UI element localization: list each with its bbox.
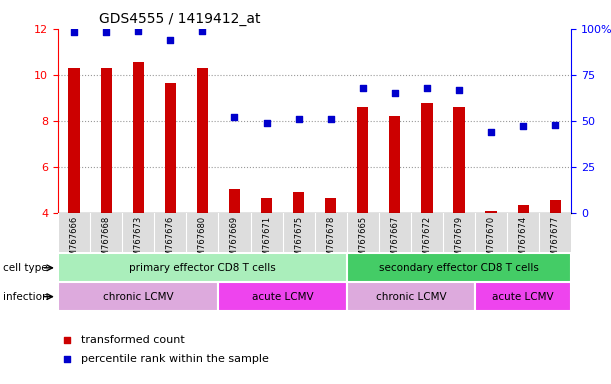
FancyBboxPatch shape <box>58 282 219 311</box>
FancyBboxPatch shape <box>58 253 347 282</box>
Bar <box>357 107 368 213</box>
Text: chronic LCMV: chronic LCMV <box>103 291 174 302</box>
Bar <box>293 192 304 213</box>
Text: cell type: cell type <box>3 263 48 273</box>
Text: acute LCMV: acute LCMV <box>492 291 554 302</box>
Bar <box>261 198 272 213</box>
Bar <box>133 62 144 213</box>
Point <box>518 123 528 129</box>
Point <box>326 116 335 122</box>
Bar <box>486 211 497 213</box>
Text: acute LCMV: acute LCMV <box>252 291 313 302</box>
FancyBboxPatch shape <box>219 282 347 311</box>
Bar <box>197 68 208 213</box>
Text: GSM767680: GSM767680 <box>198 216 207 267</box>
Bar <box>101 68 112 213</box>
Text: percentile rank within the sample: percentile rank within the sample <box>81 354 269 364</box>
Text: GSM767666: GSM767666 <box>70 216 79 267</box>
Text: GSM767675: GSM767675 <box>294 216 303 267</box>
Point <box>230 114 240 120</box>
Point <box>101 30 111 36</box>
Text: GSM767670: GSM767670 <box>486 216 496 267</box>
Bar <box>422 103 433 213</box>
Bar <box>325 198 336 213</box>
Text: GSM767667: GSM767667 <box>390 216 400 267</box>
Bar <box>550 200 561 213</box>
Text: primary effector CD8 T cells: primary effector CD8 T cells <box>129 263 276 273</box>
Point <box>69 30 79 36</box>
Point <box>166 37 175 43</box>
Text: GDS4555 / 1419412_at: GDS4555 / 1419412_at <box>99 12 261 26</box>
FancyBboxPatch shape <box>58 213 571 252</box>
Bar <box>389 116 400 213</box>
Bar <box>453 107 464 213</box>
Text: GSM767673: GSM767673 <box>134 216 143 267</box>
Text: GSM767672: GSM767672 <box>422 216 431 267</box>
Point <box>262 120 271 126</box>
Bar <box>229 189 240 213</box>
Point <box>422 85 432 91</box>
FancyBboxPatch shape <box>347 253 571 282</box>
Point <box>197 28 207 34</box>
Point <box>551 122 560 128</box>
Bar <box>165 83 176 213</box>
Text: GSM767669: GSM767669 <box>230 216 239 267</box>
Bar <box>68 68 79 213</box>
Text: GSM767671: GSM767671 <box>262 216 271 267</box>
Point <box>294 116 304 122</box>
Text: secondary effector CD8 T cells: secondary effector CD8 T cells <box>379 263 539 273</box>
Text: GSM767665: GSM767665 <box>358 216 367 267</box>
Text: GSM767678: GSM767678 <box>326 216 335 267</box>
Text: GSM767679: GSM767679 <box>455 216 464 267</box>
Text: GSM767668: GSM767668 <box>101 216 111 267</box>
Point <box>390 90 400 96</box>
Text: GSM767674: GSM767674 <box>519 216 528 267</box>
FancyBboxPatch shape <box>347 282 475 311</box>
Point <box>454 86 464 93</box>
Text: transformed count: transformed count <box>81 335 185 345</box>
Bar <box>518 205 529 213</box>
Text: GSM767676: GSM767676 <box>166 216 175 267</box>
Point <box>358 85 368 91</box>
Text: infection: infection <box>3 291 49 302</box>
FancyBboxPatch shape <box>475 282 571 311</box>
Point <box>133 28 143 34</box>
Text: GSM767677: GSM767677 <box>551 216 560 267</box>
Text: chronic LCMV: chronic LCMV <box>376 291 446 302</box>
Point <box>62 337 72 343</box>
Point <box>62 356 72 362</box>
Point <box>486 129 496 135</box>
